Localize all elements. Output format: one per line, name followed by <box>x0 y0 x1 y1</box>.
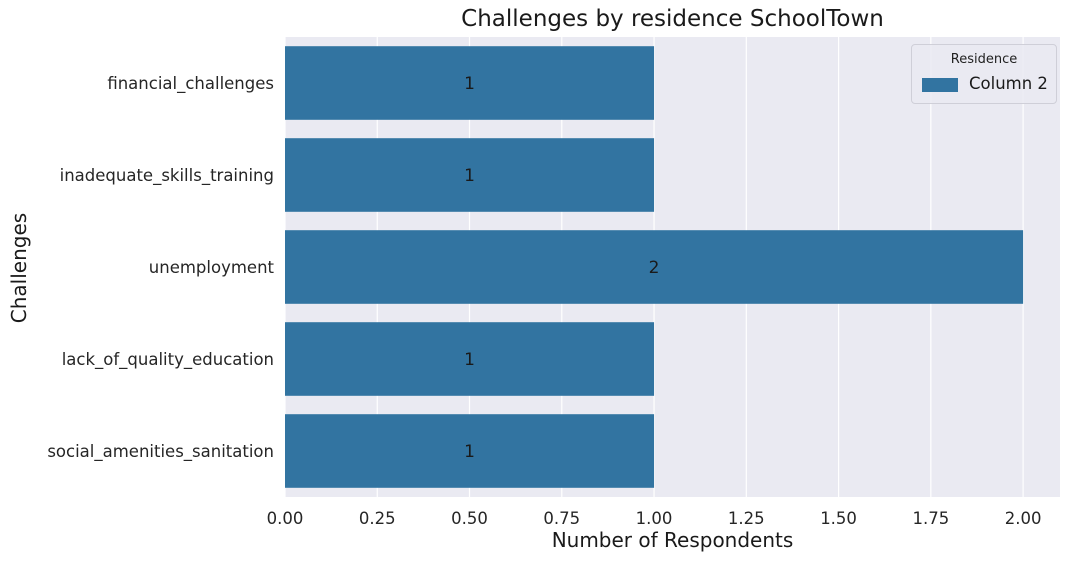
chart-title: Challenges by residence SchoolTown <box>461 6 884 32</box>
bar <box>285 138 655 212</box>
bar <box>285 414 655 488</box>
y-tick-label: social_amenities_sanitation <box>47 442 274 462</box>
legend-label: Column 2 <box>969 74 1048 93</box>
x-tick-label: 1.25 <box>728 509 765 528</box>
x-axis-label: Number of Respondents <box>551 528 794 552</box>
bar-data-label: 1 <box>464 74 475 94</box>
y-tick-label: financial_challenges <box>107 74 274 94</box>
y-tick-label: lack_of_quality_education <box>62 350 274 370</box>
y-tick-label: inadequate_skills_training <box>60 166 274 186</box>
bar-data-label: 2 <box>649 258 660 278</box>
x-tick-label: 1.00 <box>636 509 673 528</box>
bar-data-label: 1 <box>464 350 475 370</box>
legend-swatch <box>922 78 958 92</box>
x-tick-label: 0.25 <box>359 509 396 528</box>
y-tick-label: unemployment <box>149 258 275 277</box>
bar <box>285 230 1024 304</box>
x-tick-label: 1.75 <box>912 509 949 528</box>
legend: Residence Column 2 <box>911 44 1057 104</box>
x-tick-label: 0.00 <box>267 509 304 528</box>
bar-data-label: 1 <box>464 442 475 462</box>
bar-data-label: 1 <box>464 166 475 186</box>
legend-title: Residence <box>950 52 1018 67</box>
x-tick-label: 0.75 <box>543 509 580 528</box>
bar <box>285 46 655 120</box>
x-tick-label: 2.00 <box>1005 509 1042 528</box>
bar <box>285 322 655 396</box>
x-tick-label: 0.50 <box>451 509 488 528</box>
y-axis-label: Challenges <box>7 212 31 324</box>
x-tick-label: 1.50 <box>820 509 857 528</box>
